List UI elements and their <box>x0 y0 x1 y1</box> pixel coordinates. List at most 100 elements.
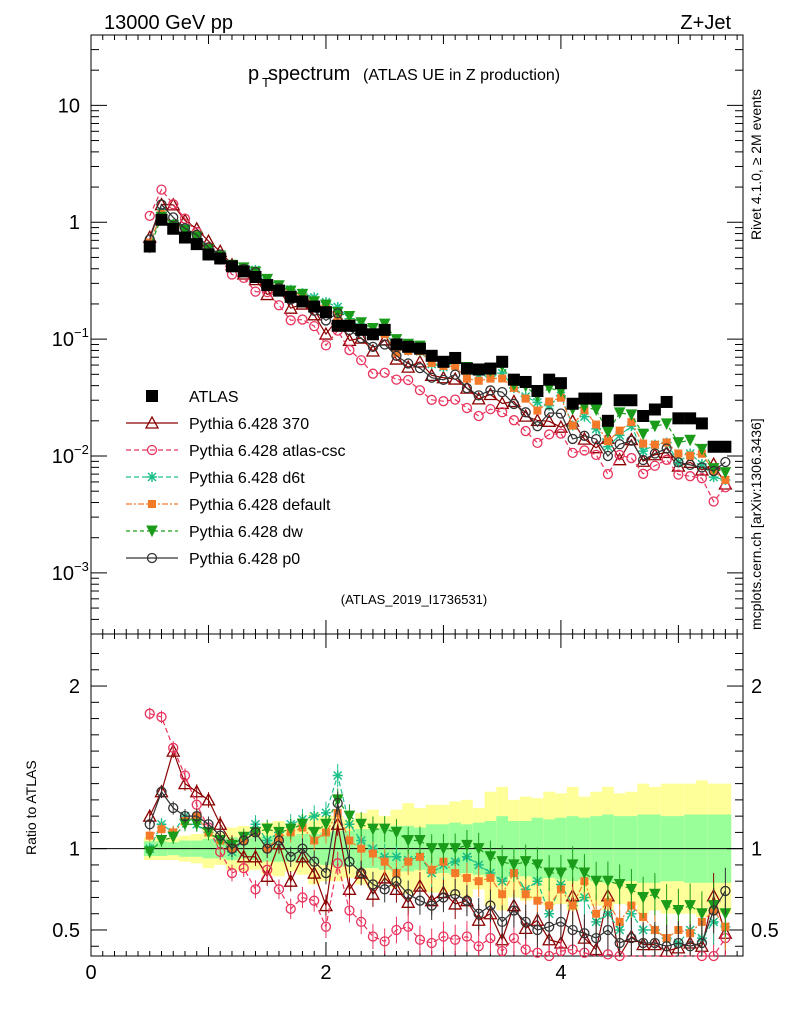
ratio-marker-1 <box>708 950 719 962</box>
ratio-marker-0 <box>295 849 310 863</box>
ratio-marker-3 <box>474 877 483 886</box>
ratio-marker-5 <box>497 916 508 927</box>
ratio-marker-3 <box>603 898 612 907</box>
data-point <box>707 440 720 453</box>
ratio-marker-3 <box>521 890 530 899</box>
main-marker-1 <box>485 403 496 415</box>
main-marker-3 <box>498 374 507 383</box>
main-marker-3 <box>721 475 730 484</box>
main-marker-3 <box>521 394 530 403</box>
main-marker-4 <box>179 224 191 237</box>
y-tick-exponent: −1 <box>74 325 89 340</box>
main-marker-5 <box>438 374 449 386</box>
main-marker-1 <box>356 355 367 366</box>
legend-marker <box>146 525 158 538</box>
title-paren: (ATLAS UE in Z production) <box>363 67 560 84</box>
ratio-marker-4 <box>531 859 544 872</box>
ratio-marker-1 <box>285 903 296 914</box>
main-marker-5 <box>567 433 578 445</box>
main-line-3 <box>149 213 726 481</box>
ratio-marker-3 <box>462 873 471 882</box>
ratio-marker-2 <box>473 859 484 870</box>
ratio-marker-1 <box>544 950 555 962</box>
ratio-marker-5 <box>262 843 273 854</box>
main-marker-0 <box>589 440 604 454</box>
main-marker-3 <box>650 440 659 449</box>
data-point <box>601 414 614 427</box>
data-point <box>578 392 591 405</box>
main-marker-5 <box>450 369 461 380</box>
main-marker-1 <box>567 447 578 459</box>
data-point <box>496 355 509 368</box>
ratio-marker-3 <box>533 896 542 905</box>
ratio-marker-0 <box>201 792 216 806</box>
ratio-marker-1 <box>168 742 179 753</box>
legend-label: Pythia 6.428 p0 <box>189 551 300 568</box>
main-marker-2 <box>696 458 707 469</box>
main-marker-1 <box>273 300 285 311</box>
main-marker-5 <box>391 350 402 361</box>
data-point <box>507 373 520 386</box>
data-point <box>261 279 274 292</box>
legend: ATLAS Pythia 6.428 370 Pythia 6.428 atlas-… <box>126 389 346 568</box>
ratio-marker-4 <box>425 843 438 855</box>
main-marker-3 <box>451 362 460 371</box>
plot-title: p T spectrum (ATLAS UE in Z production) <box>248 63 560 90</box>
data-point <box>484 362 497 375</box>
data-point <box>472 363 485 376</box>
main-marker-1 <box>649 460 661 471</box>
data-point <box>214 252 227 265</box>
main-marker-1 <box>168 199 179 210</box>
legend-marker <box>147 472 157 482</box>
main-line-1 <box>149 188 726 503</box>
y-tick-label: 10 <box>52 563 74 585</box>
main-marker-1 <box>450 394 461 405</box>
ratio-marker-5 <box>156 786 167 797</box>
ratio-marker-3 <box>380 857 389 866</box>
ratio-marker-5 <box>508 905 520 916</box>
ratio-marker-5 <box>532 924 543 936</box>
main-marker-3 <box>592 420 601 429</box>
data-point <box>695 417 708 430</box>
ratio-marker-4 <box>320 818 332 831</box>
ratio-marker-4 <box>143 846 156 859</box>
main-marker-5 <box>696 462 708 473</box>
ratio-marker-5 <box>414 895 426 906</box>
ratio-marker-3 <box>545 901 554 910</box>
main-marker-5 <box>708 465 719 477</box>
main-marker-1 <box>426 394 437 405</box>
main-marker-0 <box>412 354 428 368</box>
ratio-marker-4 <box>519 856 532 868</box>
main-marker-2 <box>591 423 602 434</box>
ratio-marker-1 <box>344 905 355 916</box>
ratio-marker-5 <box>344 856 355 867</box>
ratio-marker-4 <box>155 835 168 847</box>
ratio-marker-3 <box>357 844 366 853</box>
data-point <box>460 362 473 375</box>
ratio-marker-4 <box>167 831 180 844</box>
ratio-marker-1 <box>497 945 508 957</box>
ratio-marker-5 <box>250 827 261 838</box>
data-point <box>625 394 638 407</box>
ratio-marker-1 <box>379 936 390 947</box>
ratio-marker-4 <box>378 823 391 836</box>
main-marker-5 <box>461 382 473 394</box>
ratio-marker-0 <box>248 849 263 863</box>
main-marker-1 <box>320 340 332 351</box>
data-point <box>178 231 191 244</box>
ratio-marker-0 <box>307 865 322 879</box>
main-marker-1 <box>497 407 508 418</box>
main-marker-1 <box>520 425 531 437</box>
ratio-y-tick-label: 2 <box>69 676 80 698</box>
ratio-marker-2 <box>391 851 402 862</box>
ratio-marker-3 <box>415 852 424 861</box>
data-point <box>672 412 685 425</box>
data-point <box>531 384 544 397</box>
main-marker-2 <box>497 368 508 379</box>
data-point <box>719 440 732 453</box>
ratio-marker-1 <box>403 921 414 932</box>
main-marker-3 <box>568 421 577 430</box>
data-point <box>660 395 673 408</box>
ratio-y-tick-label: 1 <box>69 839 80 861</box>
main-marker-1 <box>344 344 355 356</box>
